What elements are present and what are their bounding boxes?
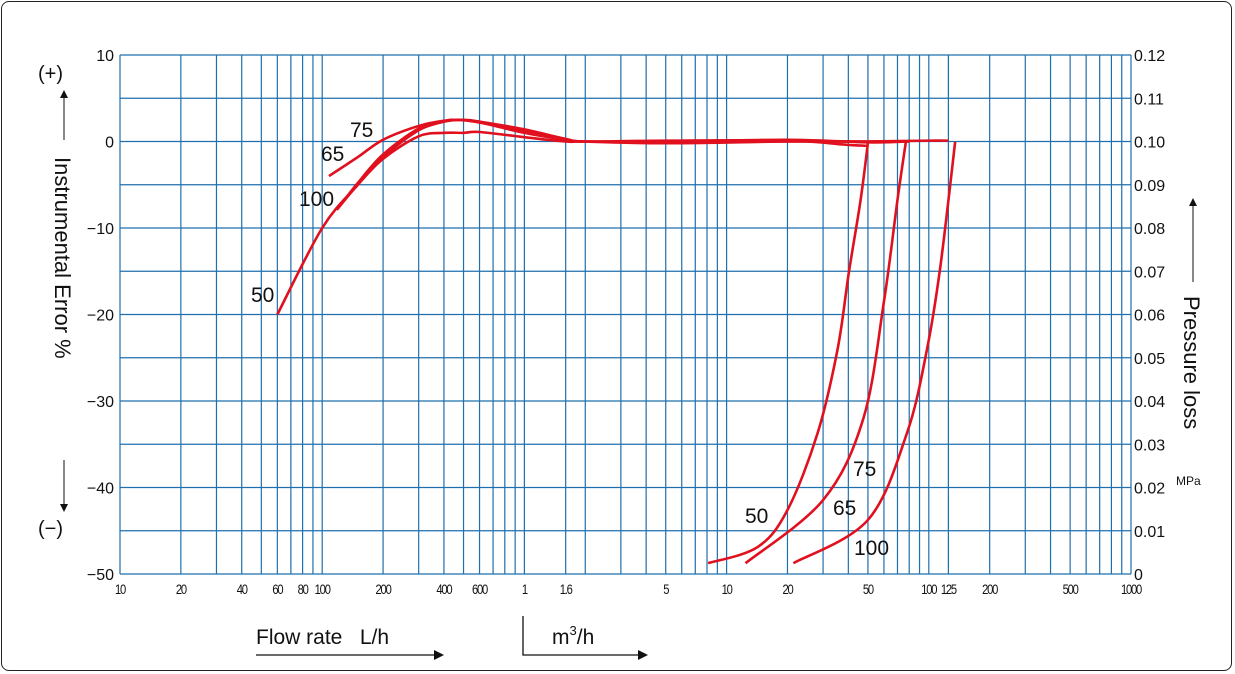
pressure-curve-65 [744,141,908,565]
x-tick-label: 500 [1063,582,1079,597]
pressure-label-65: 65 [833,497,856,520]
y-right-tick-label: 0.04 [1134,394,1165,411]
x-tick-label: 20 [176,582,187,597]
x-tick-label: 1.6 [560,582,573,597]
error-curve-65 [328,118,910,178]
y-right-label: Pressure loss [1179,296,1204,429]
x-tick-label: 80 [298,582,309,597]
y-right-tick-label: 0.03 [1134,437,1165,454]
curves [276,118,957,565]
y-right-up-arrow-icon [1189,198,1197,282]
x-tick-label: 20 [782,582,793,597]
y-left-tick-label: −50 [87,567,114,584]
y-right-tick-label: 0 [1134,567,1143,584]
pressure-label-50: 50 [745,505,768,528]
y-left-down-arrow-icon [60,460,68,512]
x-tick-label: 600 [472,582,488,597]
x-tick-label: 10 [722,582,733,597]
y-right-tick-label: 0.10 [1134,135,1165,152]
y-left-tick-label: 10 [96,48,114,65]
pressure-curve-50 [707,142,870,565]
x-label-lh: Flow rate L/h [256,626,389,649]
y-left-label: Instrumental Error % [50,157,75,359]
x-tick-label: 100 [315,582,331,597]
pressure-label-75: 75 [853,458,876,481]
x-tick-label: 40 [237,582,248,597]
x-tick-label: 10 [115,582,126,597]
x-tick-label: 1 [522,582,528,597]
error-label-100: 100 [299,188,334,211]
pressure-label-100: 100 [854,537,889,560]
grid [119,54,1132,575]
y-left-minus: (−) [38,518,63,540]
y-right-tick-label: 0.05 [1134,351,1165,368]
x-tick-label: 400 [436,582,452,597]
x-tick-label: 200 [982,582,998,597]
y-right-tick-label: 0.01 [1134,524,1165,541]
y-left-tick-label: 0 [105,135,114,152]
y-left-tick-label: −40 [87,481,114,498]
y-left-tick-label: −20 [87,308,114,325]
y-right-tick-label: 0.08 [1134,221,1165,238]
x-tick-label: 1000 [1121,582,1142,597]
x-tick-label: 100 [921,582,937,597]
x-tick-label: 200 [376,582,392,597]
error-curve-50 [276,118,868,316]
y-right-unit: MPa [1176,474,1201,488]
y-left-plus: (+) [38,63,63,85]
x-tick-label: 60 [272,582,283,597]
y-left-tick-label: −10 [87,221,114,238]
y-right-tick-label: 0.09 [1134,178,1165,195]
y-right-tick-label: 0.11 [1134,91,1164,108]
x-tick-label: 125 [941,582,957,597]
y-right-tick-label: 0.07 [1134,264,1165,281]
y-right-tick-label: 0.02 [1134,481,1165,498]
pressure-curve-100 [792,141,957,565]
error-curve-100 [335,130,949,211]
error-label-50: 50 [251,284,274,307]
x-tick-label: 5 [663,582,669,597]
y-right-tick-label: 0.12 [1134,48,1165,65]
x-label-m3h: m3/h [552,623,594,649]
y-left-tick-label: −30 [87,394,114,411]
error-label-75: 75 [350,119,373,142]
x-lh-arrow-icon [256,650,444,660]
x-tick-label: 50 [863,582,874,597]
x-m3h-arrow-icon [522,616,648,660]
tick-labels: 10 20 40 60 80 100 200 400 600 1 1.6 5 10 20 50 100 125 2… [87,48,1165,597]
error-label-65: 65 [321,143,344,166]
y-right-tick-label: 0.06 [1134,308,1165,325]
y-left-up-arrow-icon [60,90,68,140]
